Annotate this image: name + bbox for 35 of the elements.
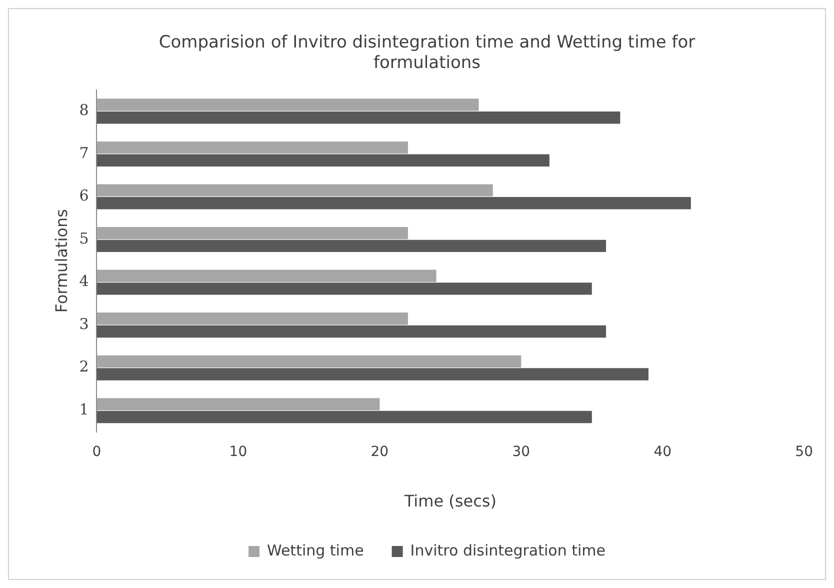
y-tick-label: 3 (79, 314, 89, 333)
y-tick-label: 6 (79, 186, 89, 205)
y-tick-label: 8 (79, 101, 89, 120)
bar (96, 410, 592, 424)
y-tick-label: 5 (79, 229, 89, 248)
bar (96, 141, 408, 154)
y-tick-label: 1 (79, 400, 89, 419)
chart-title: Comparision of Invitro disintegration time and Wetting time for formulations (158, 32, 696, 74)
bar (96, 312, 408, 325)
x-tick-label: 20 (370, 444, 389, 460)
legend-label: Invitro disintegration time (410, 541, 606, 560)
bar (96, 154, 550, 166)
bar (96, 112, 620, 124)
x-axis-title: Time (secs) (403, 492, 496, 511)
y-axis-title: Formulations (52, 209, 71, 313)
x-tick-label: 50 (795, 444, 814, 460)
x-tick-label: 10 (229, 444, 248, 460)
bar (96, 240, 606, 252)
bar (96, 355, 522, 368)
bar (96, 325, 606, 338)
x-tick-label: 40 (654, 444, 672, 460)
bar (96, 398, 380, 410)
bar (96, 270, 436, 282)
x-tick-label: 30 (512, 444, 530, 460)
legend-label: Wetting time (267, 541, 364, 560)
bar (96, 197, 691, 210)
bar (96, 184, 493, 196)
y-tick-label: 7 (79, 144, 89, 162)
y-tick-label: 4 (79, 272, 89, 290)
bar (96, 282, 592, 295)
bar (96, 227, 408, 240)
y-tick-label: 2 (79, 358, 89, 376)
x-tick-label: 0 (92, 444, 102, 460)
bar (96, 98, 479, 111)
bar (96, 368, 648, 380)
